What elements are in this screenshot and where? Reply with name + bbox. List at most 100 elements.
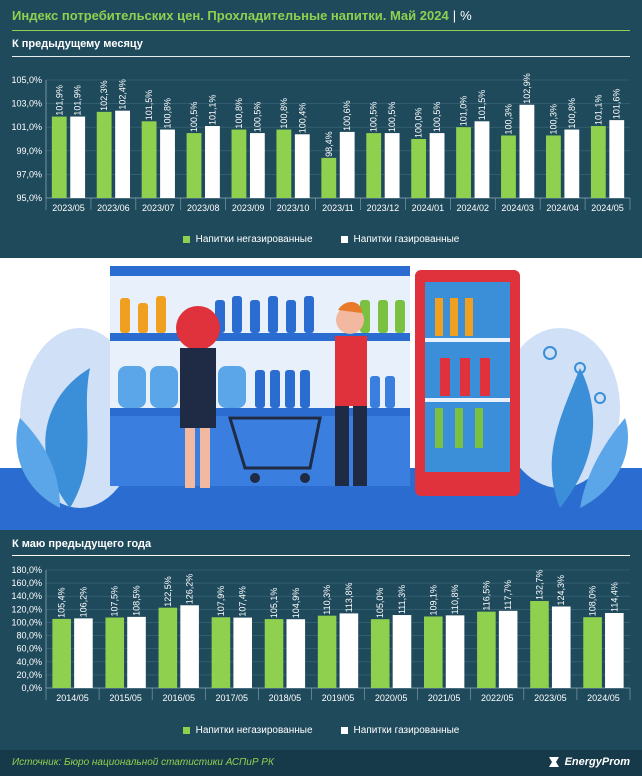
bar-non-carbonated [264, 619, 284, 688]
data-label: 110,3% [322, 585, 332, 615]
x-tick-label: 2023/07 [142, 203, 175, 213]
x-tick-label: 2024/05 [591, 203, 624, 213]
data-label: 101,6% [612, 89, 622, 120]
y-tick-label: 105,0% [11, 75, 42, 85]
header-divider [12, 30, 630, 31]
data-label: 106,2% [78, 587, 88, 618]
bar-non-carbonated [530, 601, 549, 688]
data-label: 126,2% [185, 574, 195, 605]
data-label: 100,5% [369, 102, 379, 133]
data-label: 111,3% [397, 585, 407, 614]
bar-non-carbonated [590, 126, 606, 198]
y-tick-label: 103,0% [11, 99, 42, 109]
data-label: 114,4% [609, 582, 619, 612]
bar-carbonated [429, 133, 445, 198]
bar-non-carbonated [321, 157, 337, 198]
bar-carbonated [205, 126, 220, 198]
data-label: 101,1% [593, 94, 603, 125]
y-tick-label: 101,0% [11, 122, 42, 132]
x-tick-label: 2016/05 [162, 693, 195, 703]
x-tick-label: 2015/05 [109, 693, 142, 703]
legend2-label-non-carbonated: Напитки негазированные [195, 725, 313, 736]
data-label: 108,5% [132, 585, 142, 616]
x-tick-label: 2023/05 [534, 693, 567, 703]
bar-carbonated [498, 610, 518, 688]
bar-non-carbonated [231, 129, 247, 198]
chart2-legend: Напитки негазированные Напитки газирован… [0, 725, 642, 736]
bar-non-carbonated [51, 116, 67, 198]
bar-non-carbonated [52, 618, 71, 688]
data-label: 105,4% [57, 587, 67, 618]
data-label: 100,5% [387, 102, 397, 133]
data-label: 101,1% [207, 94, 217, 125]
x-tick-label: 2023/06 [97, 203, 130, 213]
chart2-title-underline [12, 555, 630, 556]
data-label: 100,8% [279, 98, 289, 129]
bar-carbonated [286, 619, 306, 688]
data-label: 124,3% [556, 575, 566, 606]
bar-carbonated [180, 605, 199, 688]
legend-swatch-white [340, 236, 348, 243]
legend-item-carbonated: Напитки газированные [340, 234, 460, 245]
data-label: 117,7% [503, 580, 513, 610]
supermarket-drinks-shelf-illustration [0, 258, 642, 530]
y-tick-label: 60,0% [16, 644, 42, 654]
x-tick-label: 2023/11 [322, 203, 354, 213]
bar-non-carbonated [211, 617, 231, 688]
x-tick-label: 2022/05 [481, 693, 514, 703]
data-label: 102,4% [118, 79, 128, 110]
bar-carbonated [474, 121, 490, 198]
bar-carbonated [519, 104, 535, 198]
x-tick-label: 2020/05 [375, 693, 408, 703]
bar-non-carbonated [456, 127, 471, 198]
legend-label-non-carbonated: Напитки негазированные [195, 234, 313, 245]
bar-non-carbonated [501, 135, 516, 198]
bar-carbonated [339, 131, 355, 198]
x-tick-label: 2018/05 [269, 693, 302, 703]
bar-non-carbonated [105, 617, 125, 688]
x-tick-label: 2023/09 [232, 203, 265, 213]
bar-non-carbonated [317, 615, 337, 688]
logo-icon [548, 757, 559, 767]
data-label: 107,4% [238, 586, 248, 617]
data-label: 105,1% [269, 588, 279, 619]
bar-carbonated [445, 615, 465, 688]
data-label: 101,9% [73, 85, 83, 116]
bar-non-carbonated [366, 133, 382, 198]
data-label: 100,3% [503, 104, 513, 135]
data-label: 101,9% [54, 85, 64, 116]
legend2-item-carbonated: Напитки газированные [340, 725, 459, 736]
title-separator: | [452, 8, 457, 23]
bar-non-carbonated [141, 121, 157, 198]
data-label: 110,8% [450, 585, 460, 615]
y-tick-label: 180,0% [11, 565, 42, 575]
bar-carbonated [294, 134, 310, 198]
bar-carbonated [384, 133, 400, 198]
legend-label-carbonated: Напитки газированные [353, 234, 460, 245]
data-label: 107,5% [110, 586, 120, 617]
bar-non-carbonated [424, 616, 443, 688]
footer: Источник: Бюро национальной статистики А… [0, 750, 642, 776]
bar-carbonated [609, 120, 625, 198]
energyprom-logo: EnergyProm [547, 755, 630, 769]
chart1-legend: Напитки негазированные Напитки газирован… [0, 234, 642, 245]
data-label: 100,5% [432, 102, 442, 133]
bar-non-carbonated [583, 617, 602, 688]
data-label: 101,0% [459, 96, 469, 127]
data-label: 98,4% [324, 131, 334, 157]
chart1-title: К предыдущему месяцу [12, 38, 143, 50]
y-tick-label: 40,0% [16, 657, 42, 667]
bar-carbonated [605, 613, 624, 688]
data-label: 104,9% [291, 588, 301, 619]
chart1-title-underline [12, 56, 630, 57]
bar-non-carbonated [158, 607, 178, 688]
x-tick-label: 2023/05 [52, 203, 85, 213]
data-label: 122,5% [163, 576, 173, 607]
data-label: 100,8% [163, 98, 173, 129]
data-label: 100,3% [548, 104, 558, 135]
data-label: 100,8% [234, 98, 244, 129]
title-unit: % [460, 8, 472, 23]
bar-carbonated [564, 129, 580, 198]
bar-non-carbonated [370, 619, 390, 688]
x-tick-label: 2023/10 [277, 203, 310, 213]
